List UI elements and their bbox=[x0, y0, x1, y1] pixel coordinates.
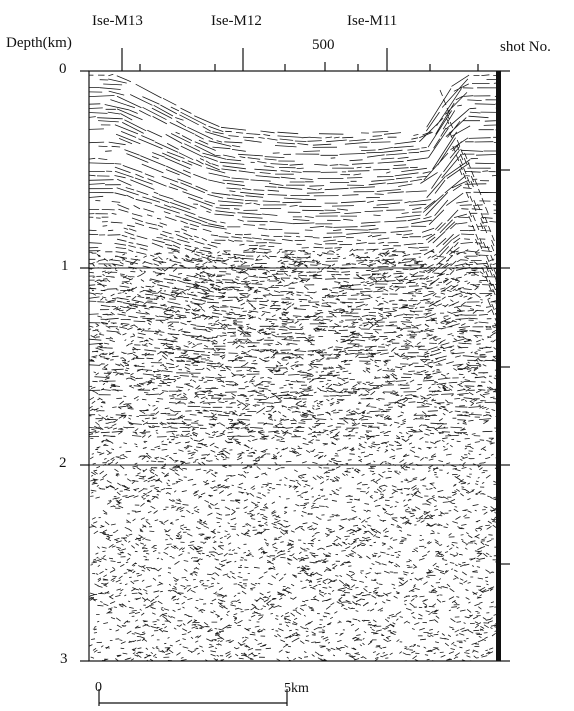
seismic-panel bbox=[88, 70, 501, 662]
panel-right-edge bbox=[496, 71, 501, 661]
right-depth-ticks bbox=[500, 70, 510, 662]
shot-number-tick-label: 500 bbox=[312, 37, 335, 53]
shot-axis-label: shot No. bbox=[500, 39, 551, 55]
seismic-reflection-traces bbox=[89, 73, 500, 661]
depth-axis-ticks bbox=[80, 70, 89, 662]
well-label-ise-m13: Ise-M13 bbox=[92, 13, 143, 29]
depth-tick-label-1: 1 bbox=[61, 258, 69, 274]
scale-bar-end-label: 5km bbox=[284, 681, 309, 696]
scale-bar-start-label: 0 bbox=[95, 680, 102, 695]
shot-axis-ticks bbox=[121, 48, 479, 71]
depth-tick-label-0: 0 bbox=[59, 61, 67, 77]
depth-axis-label: Depth(km) bbox=[6, 35, 72, 51]
well-label-ise-m12: Ise-M12 bbox=[211, 13, 262, 29]
reflection-texture bbox=[89, 73, 500, 661]
scale-bar bbox=[98, 689, 288, 706]
well-label-ise-m11: Ise-M11 bbox=[347, 13, 398, 29]
depth-tick-label-2: 2 bbox=[59, 455, 67, 471]
depth-tick-label-3: 3 bbox=[60, 651, 68, 667]
